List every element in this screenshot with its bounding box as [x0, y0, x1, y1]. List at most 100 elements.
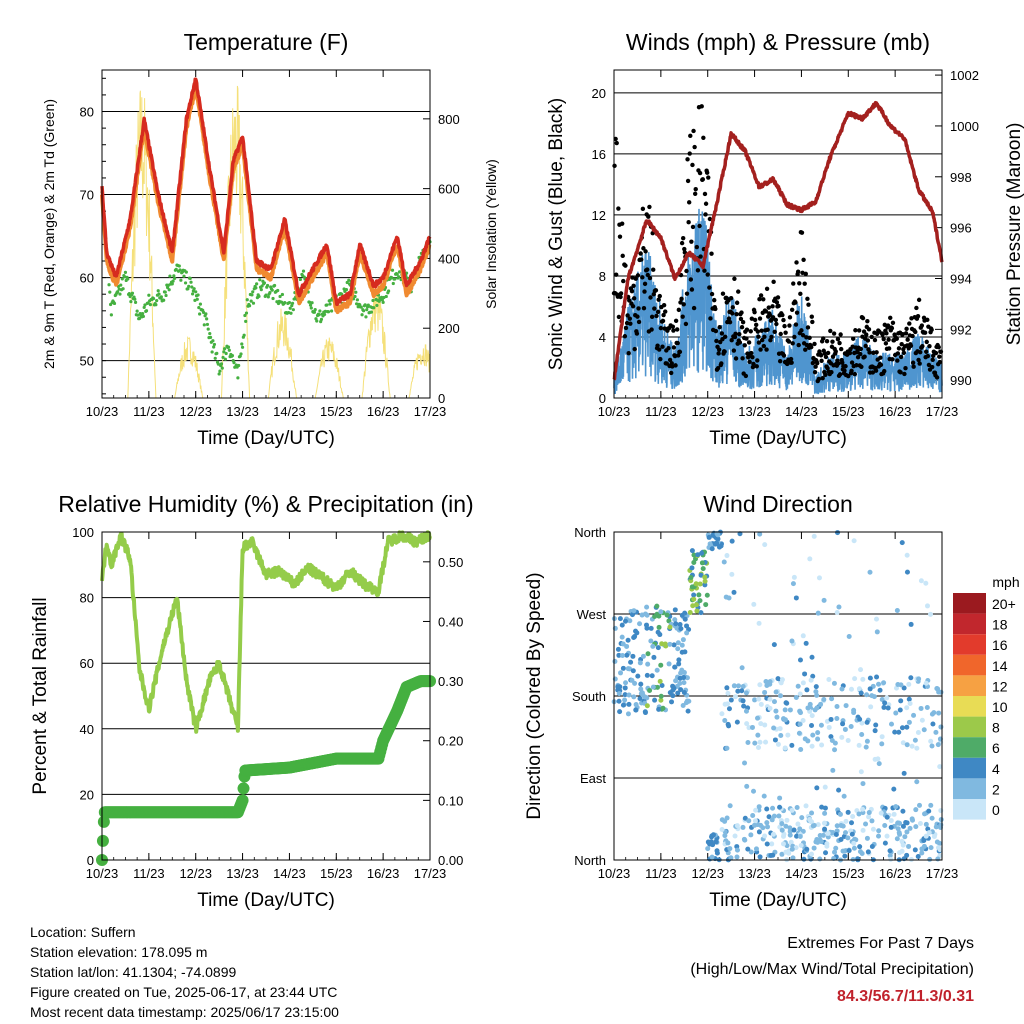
gust-point	[831, 331, 837, 336]
legend-swatch	[953, 716, 986, 738]
direction-point	[656, 706, 662, 712]
gust-point	[636, 319, 642, 325]
dewpoint-point	[171, 279, 175, 283]
y-tick-label: 8	[599, 269, 606, 284]
direction-point	[800, 828, 806, 834]
gust-point	[732, 276, 737, 282]
direction-point	[904, 742, 910, 748]
direction-point	[777, 726, 783, 732]
dewpoint-point	[268, 290, 272, 295]
gust-point	[629, 288, 635, 294]
dewpoint-point	[375, 303, 379, 308]
direction-point	[826, 676, 832, 682]
gust-point	[911, 364, 916, 369]
direction-point	[869, 818, 875, 824]
direction-point	[762, 722, 768, 728]
direction-point	[658, 697, 664, 703]
direction-point	[819, 804, 825, 810]
gust-point	[833, 349, 838, 354]
direction-point	[672, 617, 678, 623]
direction-point	[617, 709, 623, 715]
gust-point	[882, 368, 887, 374]
gust-point	[796, 342, 801, 348]
direction-point	[874, 674, 880, 680]
direction-point	[693, 581, 699, 587]
direction-point	[838, 836, 844, 842]
direction-point	[816, 575, 822, 581]
x-axis-label: Time (Day/UTC)	[197, 428, 335, 449]
direction-point	[866, 814, 872, 820]
direction-point	[767, 679, 773, 685]
direction-point	[906, 719, 912, 725]
gust-point	[937, 359, 943, 365]
gust-point	[792, 334, 797, 340]
direction-point	[659, 641, 665, 647]
dewpoint-point	[179, 278, 183, 282]
direction-point	[802, 736, 808, 742]
x-tick-label: 13/23	[738, 404, 771, 419]
gust-point	[616, 314, 622, 320]
direction-point	[758, 701, 764, 707]
direction-point	[620, 652, 626, 658]
info-recent: Most recent data timestamp: 2025/06/17 2…	[30, 1004, 339, 1020]
gust-point	[613, 272, 619, 277]
direction-point	[902, 834, 908, 840]
direction-point	[887, 853, 893, 859]
direction-point	[780, 841, 786, 847]
dewpoint-point	[323, 309, 327, 313]
gust-point	[626, 351, 631, 356]
gust-point	[837, 372, 843, 377]
direction-point	[849, 831, 855, 837]
direction-point	[924, 704, 930, 710]
gust-point	[691, 128, 696, 134]
direction-point	[900, 823, 906, 829]
dewpoint-point	[123, 270, 128, 274]
direction-point	[913, 807, 919, 813]
direction-point	[785, 732, 791, 738]
gust-point	[631, 296, 637, 301]
gust-point	[707, 285, 712, 290]
direction-point	[794, 804, 800, 810]
direction-point	[857, 844, 863, 850]
direction-point	[901, 685, 907, 691]
direction-point	[672, 664, 678, 670]
direction-point	[764, 683, 770, 689]
direction-point	[739, 688, 745, 694]
dewpoint-point	[240, 345, 245, 349]
direction-point	[657, 678, 663, 684]
dewpoint-point	[371, 298, 375, 303]
y-right-tick-label: 0.00	[438, 853, 463, 868]
direction-point	[787, 829, 793, 835]
gust-point	[835, 337, 841, 342]
gust-point	[824, 338, 830, 344]
direction-point	[749, 724, 755, 730]
direction-point	[900, 842, 906, 848]
dewpoint-point	[174, 267, 178, 271]
direction-point	[850, 813, 856, 819]
gust-point	[686, 200, 692, 205]
gust-point	[734, 312, 739, 317]
dewpoint-point	[190, 285, 194, 289]
gust-point	[873, 368, 879, 373]
direction-point	[822, 784, 828, 790]
gust-point	[643, 249, 648, 254]
direction-point	[618, 670, 624, 676]
gust-point	[673, 363, 678, 368]
direction-point	[787, 832, 793, 838]
dewpoint-point	[387, 289, 391, 293]
direction-point	[897, 850, 903, 856]
dewpoint-point	[290, 301, 295, 305]
direction-point	[809, 851, 815, 857]
gust-point	[925, 317, 930, 323]
gust-point	[739, 310, 744, 315]
gust-point	[822, 351, 828, 356]
gust-point	[829, 370, 834, 375]
direction-point	[710, 842, 716, 848]
direction-point	[755, 732, 761, 738]
dewpoint-point	[354, 290, 358, 294]
direction-point	[751, 601, 757, 607]
dewpoint-point	[130, 291, 135, 295]
direction-point	[617, 616, 623, 622]
direction-point	[673, 621, 679, 627]
